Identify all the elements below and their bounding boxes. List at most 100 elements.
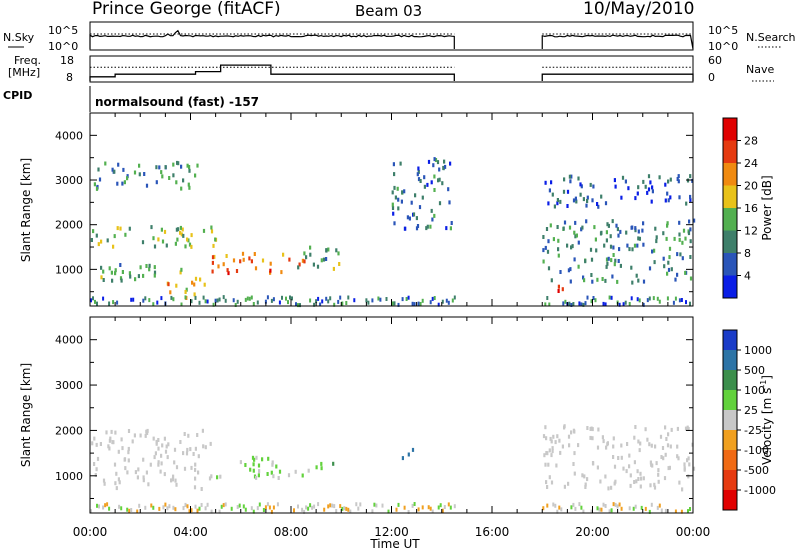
data-cell xyxy=(598,507,601,512)
data-cell xyxy=(546,249,550,254)
data-cell xyxy=(288,257,291,262)
power-colorbar-blocks xyxy=(723,118,737,298)
data-cell xyxy=(411,447,415,452)
data-cell xyxy=(160,296,163,301)
velocity-label-close: ] xyxy=(760,375,774,380)
data-cell xyxy=(689,239,692,244)
data-cell xyxy=(647,187,651,192)
data-cell xyxy=(684,236,687,241)
data-cell xyxy=(121,446,124,451)
data-cell xyxy=(282,252,285,257)
data-cell xyxy=(184,295,187,300)
data-cell xyxy=(657,468,660,473)
data-cell xyxy=(146,428,149,433)
data-cell xyxy=(153,270,157,275)
data-cell xyxy=(563,484,566,489)
data-cell xyxy=(104,503,107,508)
data-cell xyxy=(280,270,283,275)
data-cell xyxy=(605,445,608,450)
data-cell xyxy=(93,182,96,187)
data-cell xyxy=(617,456,620,460)
data-cell xyxy=(407,452,410,457)
data-cell xyxy=(546,503,549,508)
data-cell xyxy=(678,232,681,237)
data-cell xyxy=(655,239,658,244)
data-cell xyxy=(421,195,424,200)
data-cell xyxy=(165,243,168,248)
data-cell xyxy=(107,444,110,449)
noise-series xyxy=(89,29,694,50)
data-cell xyxy=(145,429,148,434)
data-cell xyxy=(301,507,304,512)
data-cell xyxy=(658,175,661,180)
data-cell xyxy=(211,269,214,274)
data-cell xyxy=(194,476,197,481)
data-cell xyxy=(157,446,160,451)
data-cell xyxy=(248,296,251,301)
data-cell xyxy=(234,303,237,307)
data-cell xyxy=(628,302,631,306)
colorbar-tick-label: 25 xyxy=(744,404,758,417)
data-cell xyxy=(596,465,599,470)
data-cell xyxy=(412,212,416,217)
data-cell xyxy=(616,227,619,232)
data-cell xyxy=(677,456,680,461)
data-cell xyxy=(160,227,163,232)
data-cell xyxy=(186,163,189,168)
data-cell xyxy=(650,502,653,507)
data-cell xyxy=(688,219,691,224)
data-cell xyxy=(579,192,582,197)
data-cell xyxy=(158,165,161,170)
data-cell xyxy=(127,429,131,433)
data-cell xyxy=(269,268,272,273)
data-cell xyxy=(635,273,638,278)
data-cell xyxy=(614,258,617,263)
data-cell xyxy=(582,509,585,514)
data-cell xyxy=(257,463,261,468)
data-cell xyxy=(642,242,645,247)
data-cell xyxy=(596,202,599,206)
data-cell xyxy=(269,270,272,275)
data-cell xyxy=(94,473,97,477)
data-cell xyxy=(544,462,547,467)
data-cell xyxy=(553,204,556,209)
data-cell xyxy=(677,174,680,179)
data-cell xyxy=(268,505,271,510)
x-tick-label: 04:00 xyxy=(173,525,208,539)
data-cell xyxy=(396,186,399,191)
data-cell xyxy=(618,302,621,307)
data-cell xyxy=(204,506,207,511)
data-cell xyxy=(162,505,165,510)
data-cell xyxy=(421,298,424,303)
data-cell xyxy=(222,262,225,267)
data-cell xyxy=(172,505,175,510)
data-cell xyxy=(204,445,207,450)
data-cell xyxy=(202,295,205,300)
data-cell xyxy=(175,482,178,487)
colorbar-tick-label: -1000 xyxy=(744,484,776,497)
data-cell xyxy=(97,167,100,172)
data-cell xyxy=(654,226,657,231)
data-cell xyxy=(611,219,614,224)
data-cell xyxy=(605,238,608,243)
data-cell xyxy=(216,475,219,480)
data-cell xyxy=(689,276,693,281)
data-cell xyxy=(651,189,654,194)
data-cell xyxy=(640,476,643,481)
data-cell xyxy=(417,166,420,171)
data-cell xyxy=(142,457,145,462)
y-tick-label: 2000 xyxy=(55,424,83,437)
colorbar-block xyxy=(723,140,737,163)
data-cell xyxy=(557,253,560,258)
data-cell xyxy=(636,297,639,302)
data-cell xyxy=(400,199,403,204)
data-cell xyxy=(163,436,166,441)
data-cell xyxy=(548,475,551,480)
data-cell xyxy=(634,196,637,201)
data-cell xyxy=(119,226,122,231)
colorbar-tick-label: 12 xyxy=(744,225,758,238)
data-cell xyxy=(287,473,291,478)
data-cell xyxy=(289,295,291,300)
power-panel: 1000 2000 3000 4000 Slant Range [km] xyxy=(19,112,696,308)
data-cell xyxy=(634,425,637,429)
